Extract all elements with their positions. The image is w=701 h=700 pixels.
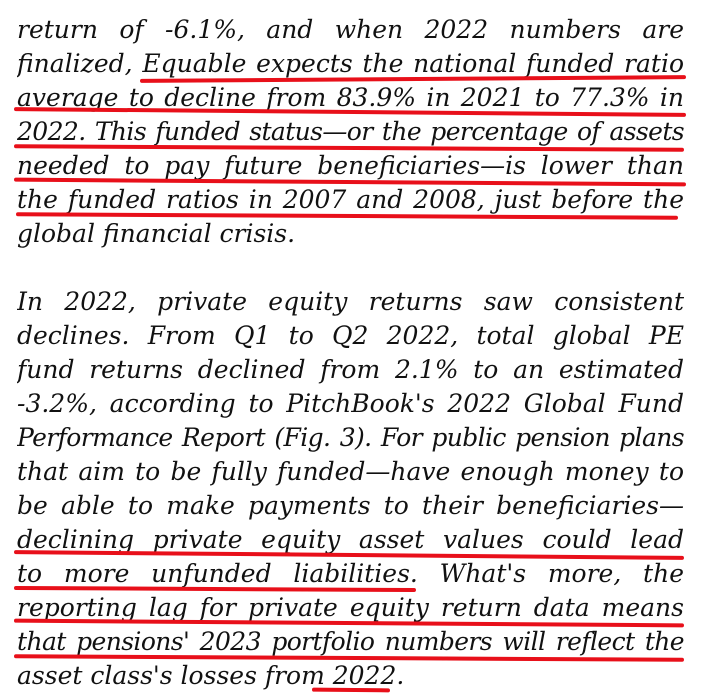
text-line: -3.2%, according to PitchBook's 2022 Glo… xyxy=(17,389,684,418)
text-line: asset class's losses from 2022. xyxy=(17,661,405,690)
text-line: reporting lag for private equity return … xyxy=(17,593,684,622)
text-line: In 2022, private equity returns saw cons… xyxy=(17,287,684,316)
text-line: to more unfunded liabilities. What's mor… xyxy=(17,559,684,588)
text-line: finalized, Equable expects the national … xyxy=(17,49,684,78)
text-line: return of -6.1%, and when 2022 numbers a… xyxy=(17,15,684,44)
text-line: the funded ratios in 2007 and 2008, just… xyxy=(17,185,684,214)
text-line: Performance Report (Fig. 3). For public … xyxy=(17,423,684,452)
text-line: fund returns declined from 2.1% to an es… xyxy=(17,355,684,384)
text-line: 2022. This funded status—or the percenta… xyxy=(17,117,684,146)
text-line: declining private equity asset values co… xyxy=(17,525,684,554)
annotation-underline xyxy=(311,687,391,693)
text-line: global financial crisis. xyxy=(17,219,296,248)
text-line: be able to make payments to their benefi… xyxy=(17,491,684,520)
text-line: that pensions' 2023 portfolio numbers wi… xyxy=(17,627,684,656)
text-line: needed to pay future beneficiaries—is lo… xyxy=(17,151,684,180)
text-line: that aim to be fully funded—have enough … xyxy=(17,457,684,486)
text-line: declines. From Q1 to Q2 2022, total glob… xyxy=(17,321,684,350)
